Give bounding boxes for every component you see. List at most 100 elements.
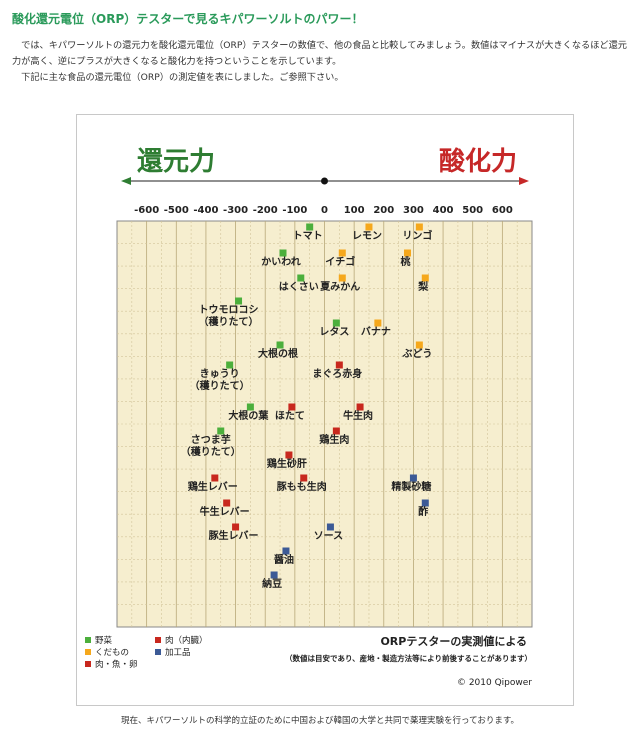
data-point-marker bbox=[415, 341, 423, 349]
measurement-subnote: （数値は目安であり、産地・製造方法等により前後することがあります） bbox=[285, 653, 532, 663]
data-point-marker bbox=[288, 403, 296, 411]
data-point-label: 鶏生レバー bbox=[188, 480, 238, 493]
data-point-label: 納豆 bbox=[262, 577, 282, 590]
x-tick-label: -600 bbox=[134, 205, 159, 216]
data-point-marker bbox=[338, 274, 346, 282]
reduction-label: 還元力 bbox=[137, 147, 215, 177]
data-point-marker bbox=[279, 249, 287, 257]
data-point-label: まぐろ赤身 bbox=[312, 367, 362, 380]
data-point-label: レタス bbox=[319, 326, 349, 338]
x-tick-label: 100 bbox=[344, 205, 365, 216]
legend-swatch bbox=[85, 661, 91, 667]
data-point-marker bbox=[282, 547, 290, 555]
data-point-label: 梨 bbox=[417, 280, 429, 293]
data-point-label: 精製砂糖 bbox=[391, 480, 431, 493]
legend-swatch bbox=[85, 637, 91, 643]
data-point-label: 夏みかん bbox=[319, 281, 360, 293]
x-tick-label: 500 bbox=[462, 205, 483, 216]
data-point-label: トマト bbox=[293, 230, 323, 242]
data-point-marker bbox=[332, 427, 340, 435]
x-tick-label: -400 bbox=[193, 205, 218, 216]
data-point-marker bbox=[285, 451, 293, 459]
data-point-label: ほたて bbox=[275, 410, 305, 422]
data-point-label: バナナ bbox=[361, 326, 391, 338]
data-point-marker bbox=[211, 474, 219, 482]
x-tick-label: -300 bbox=[223, 205, 248, 216]
data-point-marker bbox=[326, 523, 334, 531]
copyright: © 2010 Qipower bbox=[457, 678, 532, 688]
data-point-marker bbox=[217, 427, 225, 435]
data-point-marker bbox=[300, 474, 308, 482]
data-point-label: （穫りたて） bbox=[199, 315, 259, 328]
data-point-label: きゅうり bbox=[200, 368, 240, 380]
oxidation-label: 酸化力 bbox=[439, 147, 517, 177]
orp-chart: 還元力 酸化力 -600 -500 -400 -300 -200 -100 0 100 200 300… bbox=[85, 147, 533, 688]
data-point-label: はくさい bbox=[279, 281, 319, 293]
data-point-label: 大根の根 bbox=[258, 347, 298, 360]
legend-label: くだもの bbox=[95, 648, 129, 658]
data-point-label: （穫りたて） bbox=[181, 445, 241, 458]
data-point-label: （穫りたて） bbox=[190, 379, 250, 392]
intro-paragraph-1: では、キパワーソルトの還元力を酸化還元電位（ORP）テスターの数値で、他の食品と… bbox=[12, 40, 627, 67]
data-point-marker bbox=[270, 571, 278, 579]
x-tick-label: 400 bbox=[433, 205, 454, 216]
data-point-marker bbox=[409, 474, 417, 482]
data-point-marker bbox=[297, 274, 305, 282]
chart-frame: 還元力 酸化力 -600 -500 -400 -300 -200 -100 0 100 200 300… bbox=[76, 114, 574, 706]
data-point-label: 桃 bbox=[401, 255, 411, 268]
data-point-label: 牛生肉 bbox=[343, 409, 373, 422]
right-arrow-head bbox=[519, 177, 529, 185]
data-point-marker bbox=[356, 403, 364, 411]
data-point-marker bbox=[374, 319, 382, 327]
data-point-label: 豚生レバー bbox=[209, 529, 259, 542]
data-point-marker bbox=[276, 341, 284, 349]
intro-text: では、キパワーソルトの還元力を酸化還元電位（ORP）テスターの数値で、他の食品と… bbox=[12, 38, 634, 86]
x-tick-label: 0 bbox=[321, 205, 328, 216]
data-point-marker bbox=[404, 249, 411, 257]
data-point-marker bbox=[306, 223, 314, 231]
intro-paragraph-2: 下記に主な食品の還元電位（ORP）の測定値を表にしました。ご参照下さい。 bbox=[12, 72, 344, 83]
data-point-marker bbox=[235, 297, 243, 305]
page-heading: 酸化還元電位（ORP）テスターで見るキパワーソルトのパワー！ bbox=[12, 12, 364, 26]
x-tick-label: 200 bbox=[373, 205, 394, 216]
data-point-label: かいわれ bbox=[261, 256, 301, 268]
legend-label: 加工品 bbox=[165, 647, 191, 658]
data-point-label: ぶどう bbox=[401, 347, 432, 360]
legend-swatch bbox=[155, 649, 161, 655]
data-point-marker bbox=[421, 274, 429, 282]
data-point-label: トウモロコシ bbox=[199, 304, 259, 316]
data-point-label: レモン bbox=[352, 231, 382, 242]
data-point-marker bbox=[365, 223, 373, 231]
legend-swatch bbox=[155, 637, 161, 643]
legend-swatch bbox=[85, 649, 91, 655]
data-point-label: ソース bbox=[314, 530, 344, 542]
data-point-label: 牛生レバー bbox=[200, 505, 250, 518]
x-tick-label: -200 bbox=[253, 205, 278, 216]
data-point-marker bbox=[223, 499, 231, 507]
data-point-marker bbox=[421, 499, 429, 507]
data-point-label: 大根の葉 bbox=[228, 409, 269, 422]
data-point-label: 鶏生肉 bbox=[319, 433, 349, 446]
data-point-label: イチゴ bbox=[325, 255, 355, 268]
data-point-marker bbox=[415, 223, 423, 231]
data-point-marker bbox=[332, 319, 340, 327]
x-tick-label: -100 bbox=[282, 205, 307, 216]
data-point-marker bbox=[338, 249, 346, 257]
data-point-label: さつま芋 bbox=[191, 433, 231, 446]
legend-label: 肉・魚・卵 bbox=[95, 659, 138, 670]
legend-label: 野菜 bbox=[95, 635, 113, 646]
data-point-label: 豚もも生肉 bbox=[277, 480, 327, 493]
x-tick-label: 300 bbox=[403, 205, 424, 216]
data-point-marker bbox=[335, 361, 343, 369]
data-point-label: リンゴ bbox=[402, 229, 432, 242]
data-point-label: 酢 bbox=[418, 505, 428, 518]
measurement-note: ORPテスターの実測値による bbox=[380, 634, 527, 648]
legend-label: 肉（内臓） bbox=[165, 635, 208, 646]
x-tick-label: 600 bbox=[492, 205, 513, 216]
left-arrow-head bbox=[121, 177, 131, 185]
footer-note: 現在、キパワーソルトの科学的立証のために中国および韓国の大学と共同で薬理実験を行… bbox=[121, 716, 519, 726]
data-point-marker bbox=[232, 523, 240, 531]
data-point-marker bbox=[226, 361, 234, 369]
zero-dot bbox=[321, 177, 328, 185]
data-point-marker bbox=[246, 403, 254, 411]
